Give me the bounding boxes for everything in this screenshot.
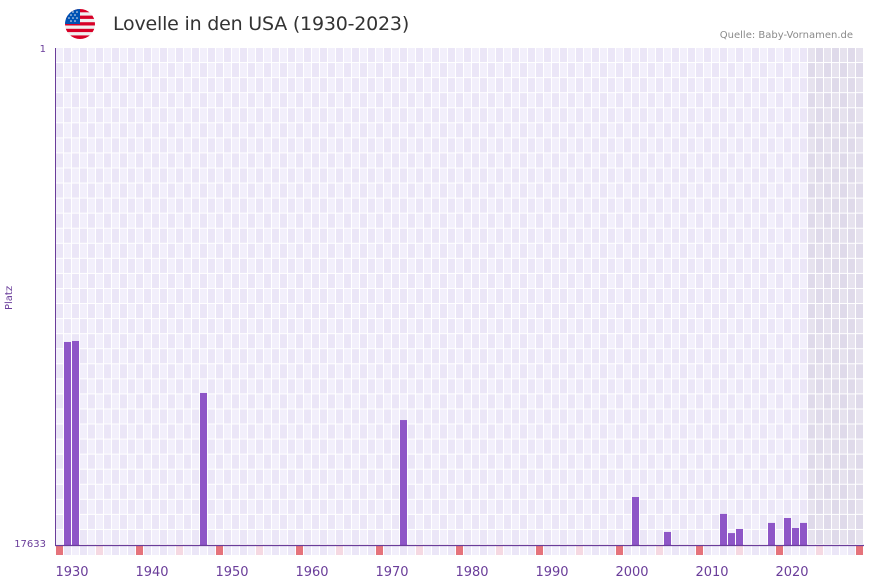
x-tick-2000: 2000 <box>615 565 648 580</box>
bar-1931[interactable] <box>72 340 79 545</box>
x-tick-2020: 2020 <box>775 565 808 580</box>
x-tick-1950: 1950 <box>215 565 248 580</box>
bar-1930[interactable] <box>64 341 71 545</box>
bar-2018[interactable] <box>768 522 775 545</box>
x-axis-labels: 1930 1940 1950 1960 1970 1980 1990 2000 2010 2020 <box>55 565 808 580</box>
x-tick-1980: 1980 <box>455 565 488 580</box>
x-tick-1990: 1990 <box>535 565 568 580</box>
bar-2001[interactable] <box>632 496 639 545</box>
bar-2021[interactable] <box>792 528 799 545</box>
bar-1972[interactable] <box>400 420 407 545</box>
y-axis-bottom-label: 17633 <box>14 539 46 550</box>
bar-2022[interactable] <box>800 522 807 545</box>
us-flag-icon <box>65 9 95 39</box>
bar-2012[interactable] <box>720 513 727 545</box>
x-tick-1970: 1970 <box>375 565 408 580</box>
chart-title: Lovelle in den USA (1930-2023) <box>113 13 410 35</box>
bar-1947[interactable] <box>200 392 207 545</box>
x-tick-1930: 1930 <box>55 565 88 580</box>
year-marker-strip <box>56 546 863 555</box>
chart-bars <box>64 340 807 545</box>
y-axis-top-label: 1 <box>39 44 46 55</box>
x-tick-2010: 2010 <box>695 565 728 580</box>
x-tick-1940: 1940 <box>135 565 168 580</box>
source-credit: Quelle: Baby-Vornamen.de <box>719 30 853 41</box>
bar-2020[interactable] <box>784 517 791 545</box>
chart-grid <box>56 48 863 544</box>
bar-2013[interactable] <box>728 533 735 545</box>
x-tick-1960: 1960 <box>295 565 328 580</box>
bar-2005[interactable] <box>664 531 671 545</box>
bar-2014[interactable] <box>736 528 743 545</box>
